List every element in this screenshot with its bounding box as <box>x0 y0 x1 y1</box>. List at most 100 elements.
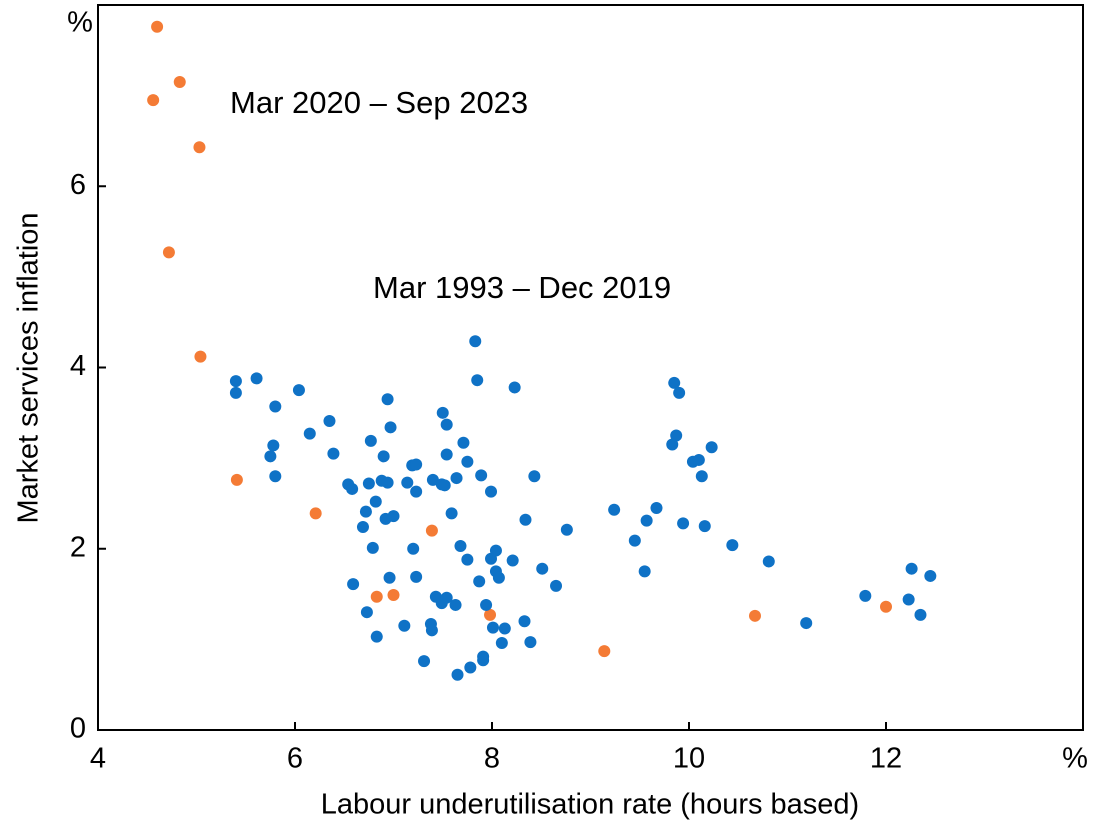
scatter-point <box>902 593 915 606</box>
scatter-point <box>356 521 369 533</box>
scatter-point <box>436 406 449 419</box>
scatter-point <box>461 455 474 468</box>
x-tick-label: 4 <box>90 743 106 775</box>
scatter-point <box>410 570 423 583</box>
series-label: Mar 2020 – Sep 2023 <box>230 85 528 120</box>
scatter-point <box>880 600 892 613</box>
scatter-point <box>495 637 508 649</box>
scatter-point <box>303 427 316 440</box>
scatter-point <box>359 505 372 518</box>
scatter-point <box>370 630 383 643</box>
scatter-point <box>673 386 686 399</box>
scatter-point <box>550 579 563 592</box>
scatter-point <box>377 450 390 463</box>
scatter-point <box>366 541 379 554</box>
scatter-point <box>173 76 186 89</box>
scatter-point <box>628 534 641 547</box>
scatter-point <box>449 598 462 611</box>
scatter-point <box>410 458 423 471</box>
x-axis-title: Labour underutilisation rate (hours base… <box>321 789 859 821</box>
x-tick-label: 10 <box>673 743 705 775</box>
scatter-point <box>387 510 400 523</box>
scatter-point <box>650 501 663 514</box>
scatter-point <box>454 540 467 553</box>
x-tick-label: 12 <box>870 743 902 775</box>
scatter-point <box>905 562 918 575</box>
y-tick-label: 6 <box>70 169 86 201</box>
scatter-point <box>383 571 396 584</box>
scatter-point <box>401 476 414 489</box>
scatter-point <box>327 447 340 460</box>
scatter-point <box>762 555 775 568</box>
scatter-point <box>410 485 423 498</box>
scatter-point <box>269 470 282 483</box>
scatter-point <box>486 621 499 634</box>
scatter-point <box>519 513 532 526</box>
scatter-point <box>748 609 761 622</box>
scatter-point <box>450 472 463 485</box>
y-unit: % <box>67 7 93 39</box>
scatter-point <box>485 485 498 498</box>
scatter-point <box>475 469 488 482</box>
scatter-point <box>480 598 493 611</box>
scatter-point <box>464 661 477 674</box>
scatter-point <box>347 578 360 591</box>
y-axis-title: Market services inflation <box>13 212 45 523</box>
scatter-point <box>668 376 681 389</box>
scatter-point <box>524 636 537 649</box>
scatter-point <box>469 335 482 348</box>
scatter-point <box>914 608 927 621</box>
scatter-point <box>518 615 531 628</box>
scatter-point <box>381 476 394 489</box>
scatter-point <box>360 606 373 619</box>
scatter-point <box>194 350 207 363</box>
scatter-point <box>705 441 718 454</box>
scatter-point <box>457 436 470 449</box>
scatter-point <box>461 553 474 566</box>
scatter-point <box>698 520 711 533</box>
scatter-point <box>800 617 813 630</box>
scatter-point <box>484 608 497 621</box>
scatter-point <box>309 507 322 520</box>
scatter-point <box>384 421 397 434</box>
scatter-point <box>670 429 683 442</box>
scatter-point <box>151 20 164 33</box>
scatter-point <box>230 473 243 486</box>
scatter-point <box>598 645 611 658</box>
y-tick-label: 0 <box>70 713 86 745</box>
scatter-point <box>162 246 175 259</box>
scatter-point <box>640 514 653 527</box>
scatter-point <box>492 571 505 584</box>
scatter-point <box>267 439 280 452</box>
scatter-point <box>229 386 242 399</box>
scatter-point <box>425 524 438 537</box>
scatter-point <box>528 470 541 483</box>
scatter-point <box>924 569 937 582</box>
scatter-point <box>264 450 277 463</box>
scatter-point <box>292 384 305 397</box>
scatter-point <box>381 393 394 406</box>
scatter-point <box>471 374 484 387</box>
scatter-point <box>440 591 453 604</box>
scatter-point <box>370 590 383 603</box>
scatter-point <box>440 448 453 461</box>
scatter-point <box>387 588 400 601</box>
scatter-point <box>695 470 708 483</box>
scatter-point <box>498 622 511 635</box>
scatter-point <box>369 495 382 508</box>
scatter-point <box>477 650 490 663</box>
scatter-point <box>398 619 411 632</box>
x-tick-label: 6 <box>287 743 303 775</box>
scatter-point <box>440 418 453 431</box>
scatter-point <box>362 477 375 490</box>
scatter-point <box>407 542 420 555</box>
scatter-point <box>229 375 242 388</box>
scatter-point <box>489 544 502 557</box>
x-tick-label: 8 <box>484 743 500 775</box>
scatter-point <box>638 565 651 578</box>
scatter-point <box>508 381 521 394</box>
scatter-point <box>426 473 439 486</box>
scatter-point <box>269 400 282 413</box>
y-tick-label: 2 <box>70 531 86 563</box>
scatter-point <box>438 479 451 492</box>
